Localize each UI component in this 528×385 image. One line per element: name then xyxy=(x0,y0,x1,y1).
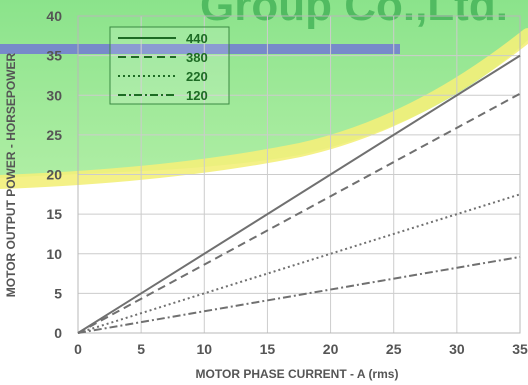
series-line-120 xyxy=(77,255,521,334)
watermark-blue-bar xyxy=(0,44,400,54)
x-tick-label-5: 25 xyxy=(386,341,402,357)
x-tick-label-1: 5 xyxy=(137,341,145,357)
series-line-220 xyxy=(77,193,521,334)
y-tick-label-5: 25 xyxy=(46,127,62,143)
x-tick-label-2: 10 xyxy=(196,341,212,357)
y-tick-label-3: 15 xyxy=(46,206,62,222)
plot-frame xyxy=(77,15,521,334)
y-tick-label-2: 10 xyxy=(46,246,62,262)
watermark-text: Group Co.,Ltd. xyxy=(200,0,508,30)
x-tick-label-0: 0 xyxy=(74,341,82,357)
series-line-380 xyxy=(77,92,521,334)
y-tick-label-7: 35 xyxy=(46,48,62,64)
grid xyxy=(77,15,521,334)
y-tick-label-1: 5 xyxy=(54,285,62,301)
legend-label-220: 220 xyxy=(186,69,208,84)
x-tick-label-3: 15 xyxy=(260,341,276,357)
watermark-yellow-curve xyxy=(0,28,528,189)
x-tick-label-4: 20 xyxy=(323,341,339,357)
legend-box xyxy=(109,26,230,105)
legend-label-380: 380 xyxy=(186,50,208,65)
legend-label-440: 440 xyxy=(186,31,208,46)
y-tick-label-4: 20 xyxy=(46,167,62,183)
y-tick-label-8: 40 xyxy=(46,8,62,24)
series-layer xyxy=(77,54,521,334)
legend-label-120: 120 xyxy=(186,88,208,103)
legend: 440 380 220 120 xyxy=(109,26,230,105)
x-axis-title: MOTOR PHASE CURRENT - A (rms) xyxy=(196,367,399,381)
watermark-overlay: Group Co.,Ltd. xyxy=(0,0,528,189)
y-tick-label-0: 0 xyxy=(54,325,62,341)
series-line-440 xyxy=(77,54,521,334)
y-axis-title: MOTOR OUTPUT POWER - HORSEPOWER xyxy=(4,52,18,297)
x-tick-label-6: 30 xyxy=(449,341,465,357)
tick-labels: 0 5 10 15 20 25 30 35 0 5 10 15 20 25 30 35 40 xyxy=(46,8,528,357)
y-tick-label-6: 30 xyxy=(46,87,62,103)
x-tick-label-7: 35 xyxy=(512,341,528,357)
